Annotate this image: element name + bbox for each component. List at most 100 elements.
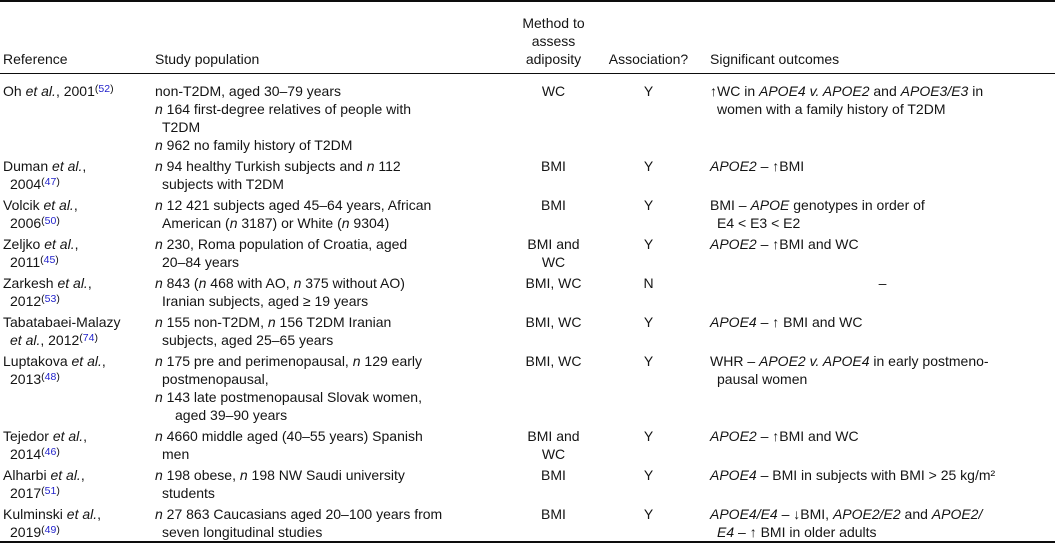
text-line: students [162, 485, 215, 501]
cell-reference: Zarkesh et al., 2012(53) [0, 271, 150, 310]
text-line: BMI [541, 506, 566, 522]
text-line: Zeljko et al., [3, 236, 79, 252]
text-line: WC [541, 83, 566, 99]
cell-association: Y [592, 424, 705, 463]
cell-association: Y [592, 154, 705, 193]
text-line: E4 < E3 < E2 [717, 215, 801, 231]
text-line: 2012(53) [10, 292, 60, 309]
cell-method: BMI and WC [515, 232, 592, 271]
cell-outcomes: APOE2 – ↑BMI and WC [705, 232, 1055, 271]
text-line: APOE4/E4 – ↓BMI, APOE2/E2 and APOE2/ [710, 506, 983, 522]
text-line: BMI – APOE genotypes in order of [710, 197, 925, 213]
text-line: Method to [522, 15, 585, 31]
text-line: BMI [541, 467, 566, 483]
table-row: Zeljko et al., 2011(45) n 230, Roma popula… [0, 232, 1055, 271]
text-line: 2006(50) [10, 214, 60, 231]
text-line: 2013(48) [10, 370, 60, 387]
citation-superscript: (51) [41, 484, 60, 497]
table-row: Luptakova et al., 2013(48) n 175 pre and p… [0, 349, 1055, 424]
cell-outcomes: APOE2 – ↑BMI [705, 154, 1055, 193]
cell-population: n 230, Roma population of Croatia, aged 2… [150, 232, 515, 271]
text-line: women with a family history of T2DM [717, 101, 946, 117]
cell-population: n 27 863 Caucasians aged 20–100 years fr… [150, 502, 515, 542]
citation-link[interactable]: 53 [44, 292, 57, 305]
citation-link[interactable]: 52 [98, 82, 111, 95]
text-line: Y [643, 506, 654, 522]
citation-superscript: (45) [40, 253, 59, 266]
text-line: 2004(47) [10, 175, 60, 192]
text-line: Oh et al., 2001(52) [3, 82, 114, 99]
cell-outcomes: BMI – APOE genotypes in order of E4 < E3 … [705, 193, 1055, 232]
text-line: Tabatabaei-Malazy [3, 314, 121, 330]
table-row: Tejedor et al., 2014(46) n 4660 middle age… [0, 424, 1055, 463]
text-line: seven longitudinal studies [162, 524, 323, 540]
cell-reference: Tejedor et al., 2014(46) [0, 424, 150, 463]
table-row: Zarkesh et al., 2012(53) n 843 (n 468 with… [0, 271, 1055, 310]
cell-outcomes: APOE4 – BMI in subjects with BMI > 25 kg… [705, 463, 1055, 502]
cell-outcomes: APOE4 – ↑ BMI and WC [705, 310, 1055, 349]
cell-population: n 4660 middle aged (40–55 years) Spanish… [150, 424, 515, 463]
citation-link[interactable]: 46 [44, 445, 57, 458]
citation-link[interactable]: 48 [44, 370, 57, 383]
text-line: Y [643, 197, 654, 213]
cell-association: Y [592, 74, 705, 155]
cell-association: N [592, 271, 705, 310]
text-line: Tejedor et al., [3, 428, 88, 444]
cell-outcomes: ↑WC in APOE4 v. APOE2 and APOE3/E3 in wom… [705, 74, 1055, 155]
cell-method: BMI, WC [515, 310, 592, 349]
citation-link[interactable]: 74 [82, 331, 95, 344]
table-row: Duman et al., 2004(47) n 94 healthy Turkis… [0, 154, 1055, 193]
citation-link[interactable]: 45 [43, 253, 56, 266]
cell-method: BMI [515, 193, 592, 232]
text-line: Y [643, 158, 654, 174]
cell-population: n 175 pre and perimenopausal, n 129 earl… [150, 349, 515, 424]
table-row: Volcik et al., 2006(50) n 12 421 subjects … [0, 193, 1055, 232]
citation-superscript: (49) [41, 523, 60, 536]
cell-reference: Zeljko et al., 2011(45) [0, 232, 150, 271]
text-line: 2019(49) [10, 523, 60, 540]
cell-population: n 12 421 subjects aged 45–64 years, Afri… [150, 193, 515, 232]
cell-association: Y [592, 463, 705, 502]
text-line: 20–84 years [162, 254, 240, 270]
text-line: aged 39–90 years [175, 407, 288, 423]
text-line: n 155 non-T2DM, n 156 T2DM Iranian [155, 314, 392, 330]
text-line: non-T2DM, aged 30–79 years [155, 83, 341, 99]
table-body: Oh et al., 2001(52) non-T2DM, aged 30–79 … [0, 74, 1055, 543]
text-line: n 843 (n 468 with AO, n 375 without AO) [155, 275, 405, 291]
text-line: n 164 first-degree relatives of people w… [155, 101, 412, 117]
citation-superscript: (53) [41, 292, 60, 305]
table-row: Alharbi et al., 2017(51) n 198 obese, n 19… [0, 463, 1055, 502]
citation-link[interactable]: 47 [44, 175, 57, 188]
table-header: Reference Study population Method to assess… [0, 1, 1055, 74]
header-row: Reference Study population Method to assess… [0, 1, 1055, 74]
text-line: BMI and [527, 428, 580, 444]
text-line: APOE4 – ↑ BMI and WC [710, 314, 863, 330]
cell-association: Y [592, 502, 705, 542]
cell-association: Y [592, 349, 705, 424]
text-line: American (n 3187) or White (n 9304) [162, 215, 390, 231]
citation-link[interactable]: 51 [44, 484, 57, 497]
citation-superscript: (48) [41, 370, 60, 383]
text-line: pausal women [717, 371, 808, 387]
citation-superscript: (46) [41, 445, 60, 458]
cell-outcomes: – [705, 271, 1055, 310]
cell-reference: Luptakova et al., 2013(48) [0, 349, 150, 424]
text-line: BMI, WC [525, 314, 582, 330]
text-line: subjects, aged 25–65 years [162, 332, 334, 348]
text-line: N [643, 275, 654, 291]
text-line: n 143 late postmenopausal Slovak women, [155, 389, 422, 405]
text-line: n 4660 middle aged (40–55 years) Spanish [155, 428, 423, 444]
cell-reference: Kulminski et al., 2019(49) [0, 502, 150, 542]
text-line: WC [541, 254, 566, 270]
text-line: et al., 2012(74) [10, 331, 98, 348]
citation-link[interactable]: 50 [44, 214, 57, 227]
text-line: Y [643, 314, 654, 330]
column-header-association: Association? [592, 1, 705, 74]
text-line: Y [643, 353, 654, 369]
cell-method: BMI and WC [515, 424, 592, 463]
citation-link[interactable]: 49 [44, 523, 57, 536]
citation-superscript: (47) [41, 175, 60, 188]
cell-outcomes: WHR – APOE2 v. APOE4 in early postmeno-p… [705, 349, 1055, 424]
